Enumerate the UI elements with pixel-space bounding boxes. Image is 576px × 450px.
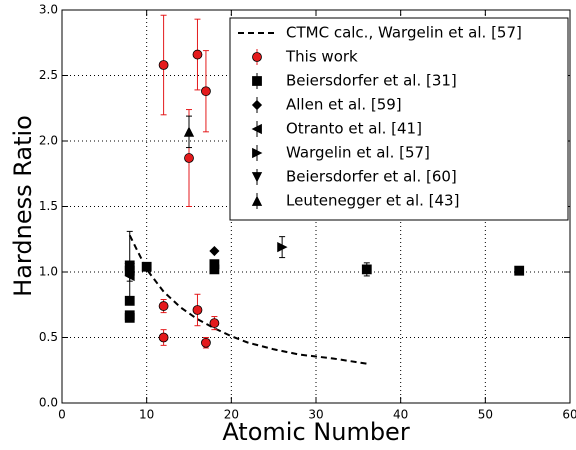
- legend-label: This work: [285, 48, 358, 66]
- legend-marker: [252, 147, 263, 159]
- marker: [124, 263, 135, 274]
- legend-marker: [251, 195, 263, 206]
- legend-label: Beiersdorfer et al. [31]: [286, 72, 457, 90]
- marker: [209, 264, 220, 275]
- x-tick-label: 50: [478, 408, 493, 422]
- legend-marker: [252, 52, 262, 62]
- x-axis-label: Atomic Number: [222, 418, 410, 446]
- marker: [201, 337, 211, 348]
- marker: [183, 126, 195, 137]
- legend-label: Otranto et al. [41]: [286, 120, 422, 138]
- y-tick-label: 0.0: [39, 396, 58, 410]
- marker: [201, 86, 211, 97]
- y-tick-label: 0.5: [39, 330, 58, 344]
- marker: [141, 261, 152, 272]
- legend-marker: [251, 123, 262, 135]
- legend-label: CTMC calc., Wargelin et al. [57]: [286, 24, 522, 42]
- marker: [277, 241, 288, 253]
- legend-label: Wargelin et al. [57]: [286, 144, 430, 162]
- marker: [192, 305, 203, 315]
- legend-marker: [252, 76, 262, 86]
- marker: [192, 49, 203, 60]
- marker: [158, 301, 169, 311]
- legend-marker: [251, 99, 263, 111]
- legend-label: Beiersdorfer et al. [60]: [286, 168, 457, 186]
- x-tick-label: 40: [393, 408, 408, 422]
- marker: [209, 245, 220, 257]
- y-tick-label: 2.5: [39, 68, 58, 82]
- legend-label: Allen et al. [59]: [286, 96, 402, 114]
- x-tick-label: 20: [224, 408, 239, 422]
- x-tick-label: 60: [562, 408, 576, 422]
- marker: [361, 264, 372, 275]
- x-tick-label: 30: [308, 408, 323, 422]
- marker: [158, 60, 169, 70]
- marker: [124, 312, 135, 323]
- legend-label: Leutenegger et al. [43]: [286, 192, 459, 210]
- plot-frame: [61, 9, 571, 404]
- y-tick-label: 2.0: [39, 134, 58, 148]
- marker: [158, 332, 169, 343]
- marker: [209, 318, 220, 328]
- y-axis-label: Hardness Ratio: [9, 115, 37, 297]
- marker: [184, 153, 194, 163]
- marker: [514, 265, 525, 276]
- legend-box: [229, 17, 569, 221]
- y-tick-label: 3.0: [39, 3, 58, 17]
- legend-marker: [251, 172, 263, 183]
- x-tick-label: 0: [58, 408, 66, 422]
- line: [128, 234, 367, 365]
- y-tick-label: 1.5: [39, 199, 58, 213]
- y-tick-label: 1.0: [39, 265, 58, 279]
- x-tick-label: 10: [139, 408, 154, 422]
